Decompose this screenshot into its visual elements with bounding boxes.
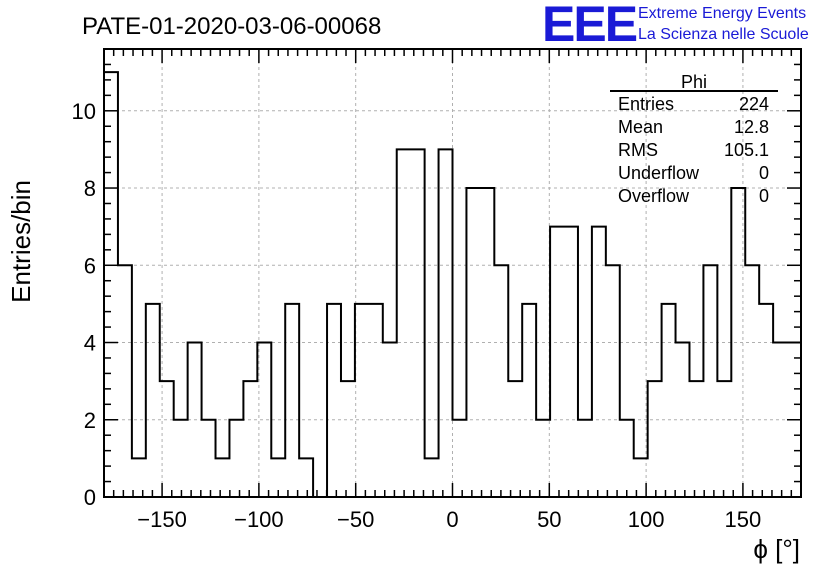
x-tick-label: 100 (628, 507, 665, 532)
chart-title: PATE-01-2020-03-06-00068 (82, 13, 381, 40)
x-axis-title: ϕ [°] (753, 534, 800, 564)
y-tick-label: 6 (84, 253, 96, 278)
y-tick-label: 2 (84, 408, 96, 433)
y-tick-labels: 0 2 4 6 8 10 (72, 99, 96, 510)
y-tick-label: 0 (84, 485, 96, 510)
x-tick-label: 150 (725, 507, 762, 532)
stats-rows: Entries 224 Mean 12.8 RMS 105.1 Underflow 0 Over… (618, 94, 769, 206)
x-tick-label: 0 (446, 507, 458, 532)
logo-mark: EEE (542, 0, 637, 52)
stats-row-label: Entries (618, 94, 674, 114)
y-tick-label: 4 (84, 331, 96, 356)
histogram-outline (103, 71, 802, 498)
stats-row-label: RMS (618, 140, 658, 160)
stats-row-value: 105.1 (724, 140, 769, 160)
x-tick-labels: −150 −100 −50 0 50 100 150 (137, 507, 761, 532)
x-tick-label: −100 (234, 507, 284, 532)
y-tick-label: 10 (72, 99, 96, 124)
x-tick-label: −50 (337, 507, 374, 532)
logo-line-1: Extreme Energy Events (638, 5, 806, 22)
x-tick-label: 50 (537, 507, 561, 532)
stats-row-label: Underflow (618, 163, 700, 183)
y-axis-title: Entries/bin (6, 180, 36, 303)
stats-box: Phi Entries 224 Mean 12.8 RMS 105.1 Underflow 0… (610, 72, 778, 206)
eee-logo: EEE Extreme Energy Events La Scienza nel… (542, 0, 809, 52)
stats-row-label: Overflow (618, 186, 690, 206)
y-tick-label: 8 (84, 176, 96, 201)
stats-row-label: Mean (618, 117, 663, 137)
logo-line-2: La Scienza nelle Scuole (638, 26, 809, 43)
x-tick-label: −150 (137, 507, 187, 532)
stats-row-value: 0 (759, 186, 769, 206)
stats-row-value: 0 (759, 163, 769, 183)
stats-row-value: 12.8 (734, 117, 769, 137)
stats-row-value: 224 (739, 94, 769, 114)
stats-title: Phi (681, 72, 707, 92)
axis-ticks (104, 49, 801, 497)
